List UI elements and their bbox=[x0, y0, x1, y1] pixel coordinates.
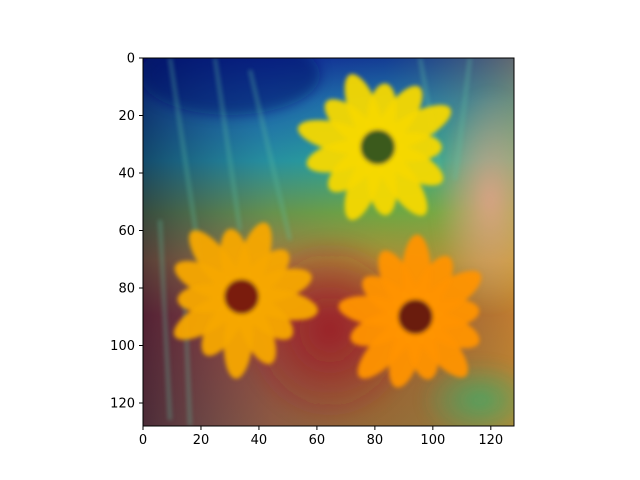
heatmap-image bbox=[143, 58, 514, 426]
flower-center bbox=[398, 299, 433, 335]
y-tick-label: 60 bbox=[118, 224, 135, 239]
y-tick-label: 100 bbox=[110, 339, 135, 354]
flower bbox=[173, 222, 318, 379]
petal bbox=[377, 105, 452, 152]
x-tick-label: 40 bbox=[251, 433, 268, 448]
x-tick-label: 80 bbox=[367, 433, 384, 448]
axes-frame bbox=[142, 57, 515, 427]
x-axis: 0 20 40 60 80 100 120 bbox=[139, 426, 503, 448]
y-tick-label: 80 bbox=[118, 282, 135, 297]
x-tick-label: 60 bbox=[309, 433, 326, 448]
x-tick-label: 20 bbox=[193, 433, 210, 448]
flower-center bbox=[360, 129, 396, 165]
flower bbox=[297, 74, 452, 221]
y-axis: 0 20 40 60 80 100 120 bbox=[110, 52, 143, 412]
x-tick-label: 100 bbox=[420, 433, 445, 448]
x-tick-label: 120 bbox=[478, 433, 503, 448]
flower-center bbox=[224, 279, 259, 315]
y-tick-label: 120 bbox=[110, 397, 135, 412]
x-tick-label: 0 bbox=[139, 433, 147, 448]
y-tick-label: 0 bbox=[127, 52, 135, 67]
petal bbox=[241, 268, 312, 304]
flower bbox=[338, 234, 482, 388]
flowers-layer bbox=[173, 74, 482, 388]
y-tick-label: 20 bbox=[118, 109, 135, 124]
y-tick-label: 40 bbox=[118, 167, 135, 182]
